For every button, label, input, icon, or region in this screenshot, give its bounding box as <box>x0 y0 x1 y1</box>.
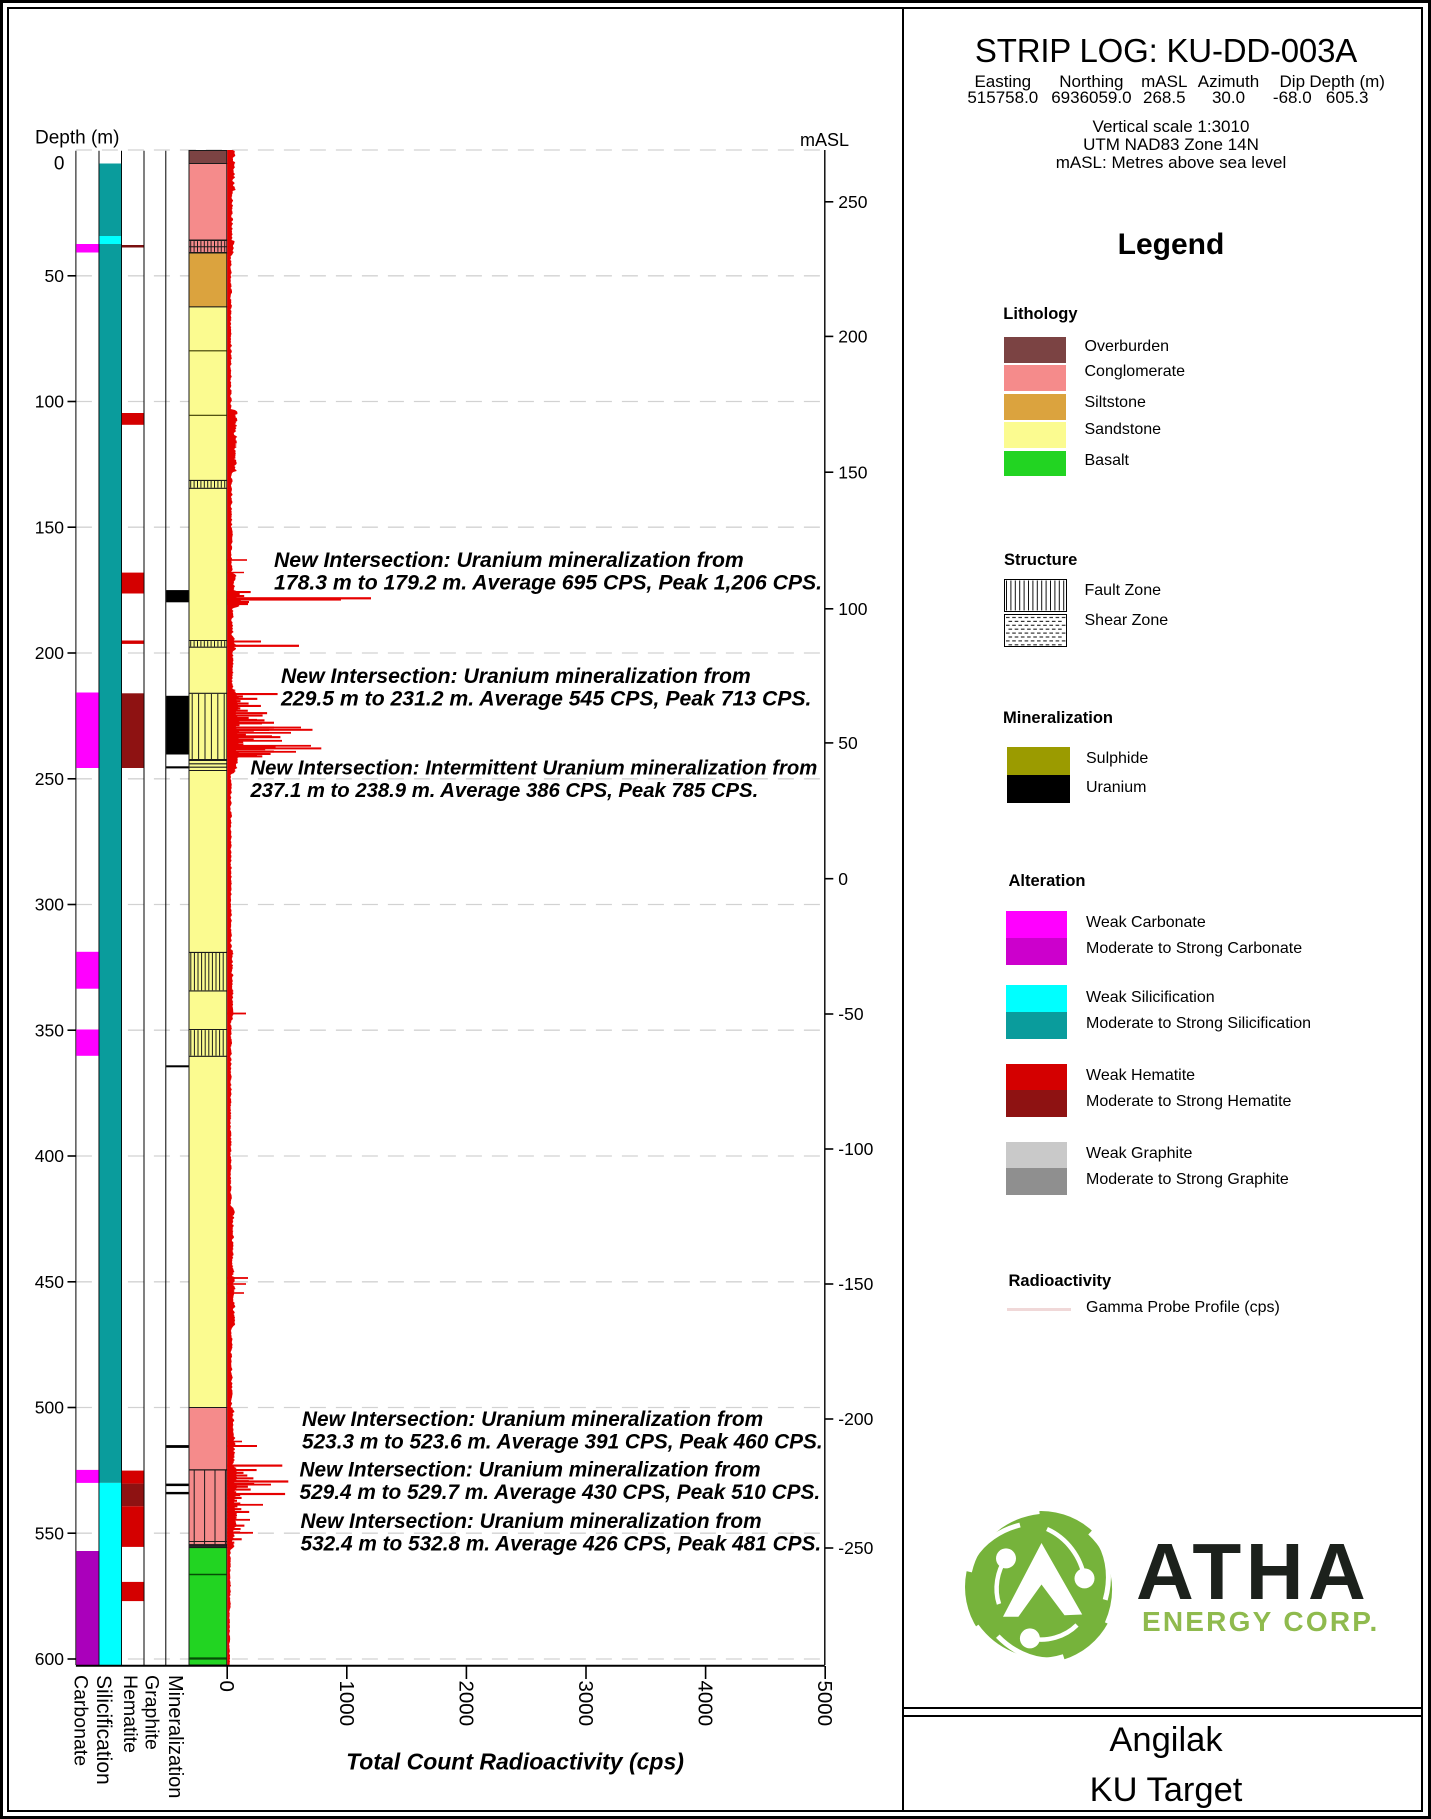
svg-text:-200: -200 <box>838 1409 873 1429</box>
svg-text:4000: 4000 <box>694 1681 717 1727</box>
svg-text:New Intersection: Uranium mine: New Intersection: Uranium mineralization… <box>302 1408 763 1431</box>
svg-text:-50: -50 <box>838 1004 864 1024</box>
svg-text:178.3 m to 179.2 m. Average 69: 178.3 m to 179.2 m. Average 695 CPS, Pea… <box>274 571 822 594</box>
svg-text:New Intersection: Uranium mine: New Intersection: Uranium mineralization… <box>300 1458 761 1481</box>
svg-text:mASL: mASL <box>800 130 849 150</box>
svg-text:New Intersection: Uranium mine: New Intersection: Uranium mineralization… <box>301 1510 762 1533</box>
svg-text:Depth (m): Depth (m) <box>35 128 119 149</box>
svg-text:5000: 5000 <box>813 1681 836 1727</box>
svg-text:450: 450 <box>35 1272 64 1292</box>
svg-text:3000: 3000 <box>574 1681 597 1727</box>
svg-text:50: 50 <box>838 733 858 753</box>
svg-text:523.3 m to 523.6 m. Average 39: 523.3 m to 523.6 m. Average 391 CPS, Pea… <box>302 1430 823 1453</box>
svg-text:-250: -250 <box>838 1538 873 1558</box>
svg-text:150: 150 <box>838 462 867 482</box>
svg-text:532.4 m to 532.8 m. Average 42: 532.4 m to 532.8 m. Average 426 CPS, Pea… <box>301 1532 822 1555</box>
svg-text:350: 350 <box>35 1021 64 1041</box>
svg-text:Mineralization: Mineralization <box>164 1675 186 1798</box>
svg-text:200: 200 <box>838 327 867 347</box>
svg-text:250: 250 <box>838 192 867 212</box>
svg-text:-150: -150 <box>838 1274 873 1294</box>
svg-text:-100: -100 <box>838 1139 873 1159</box>
svg-text:150: 150 <box>35 518 64 538</box>
svg-text:Hematite: Hematite <box>119 1675 141 1753</box>
svg-text:1000: 1000 <box>335 1681 358 1727</box>
svg-text:New Intersection: Intermittent: New Intersection: Intermittent Uranium m… <box>251 758 818 780</box>
svg-text:529.4 m to 529.7 m. Average 43: 529.4 m to 529.7 m. Average 430 CPS, Pea… <box>300 1481 821 1504</box>
svg-text:New Intersection: Uranium mine: New Intersection: Uranium mineralization… <box>274 549 744 572</box>
svg-text:550: 550 <box>35 1524 64 1544</box>
svg-text:250: 250 <box>35 769 64 789</box>
svg-text:237.1 m to 238.9 m. Average 38: 237.1 m to 238.9 m. Average 386 CPS, Pea… <box>250 780 759 802</box>
svg-text:Carbonate: Carbonate <box>70 1675 92 1766</box>
svg-text:New Intersection: Uranium mine: New Intersection: Uranium mineralization… <box>281 665 751 688</box>
svg-text:2000: 2000 <box>454 1681 477 1727</box>
svg-text:600: 600 <box>35 1649 64 1669</box>
svg-text:300: 300 <box>35 895 64 915</box>
svg-text:Total Count Radioactivity (cps: Total Count Radioactivity (cps) <box>346 1749 684 1775</box>
svg-text:0: 0 <box>838 869 848 889</box>
svg-text:100: 100 <box>838 599 867 619</box>
svg-text:Graphite: Graphite <box>141 1675 163 1750</box>
svg-text:0: 0 <box>215 1681 238 1692</box>
svg-text:500: 500 <box>35 1398 64 1418</box>
svg-text:400: 400 <box>35 1146 64 1166</box>
svg-text:229.5 m to 231.2 m. Average 54: 229.5 m to 231.2 m. Average 545 CPS, Pea… <box>280 687 811 710</box>
svg-text:100: 100 <box>35 392 64 412</box>
svg-text:50: 50 <box>45 266 65 286</box>
svg-text:Silicification: Silicification <box>92 1675 115 1785</box>
svg-text:200: 200 <box>35 643 64 663</box>
svg-text:0: 0 <box>54 154 65 175</box>
